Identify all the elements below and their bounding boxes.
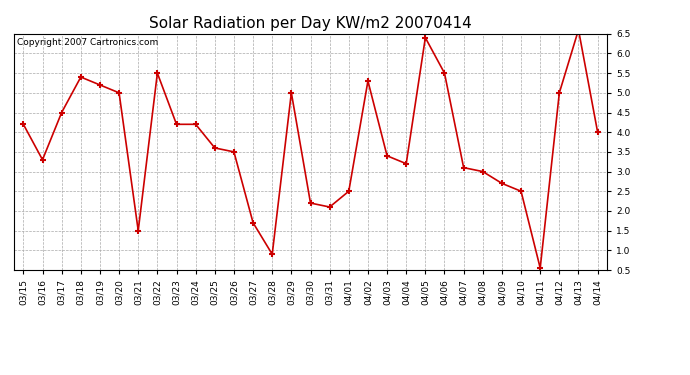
- Title: Solar Radiation per Day KW/m2 20070414: Solar Radiation per Day KW/m2 20070414: [149, 16, 472, 31]
- Text: Copyright 2007 Cartronics.com: Copyright 2007 Cartronics.com: [17, 39, 158, 48]
